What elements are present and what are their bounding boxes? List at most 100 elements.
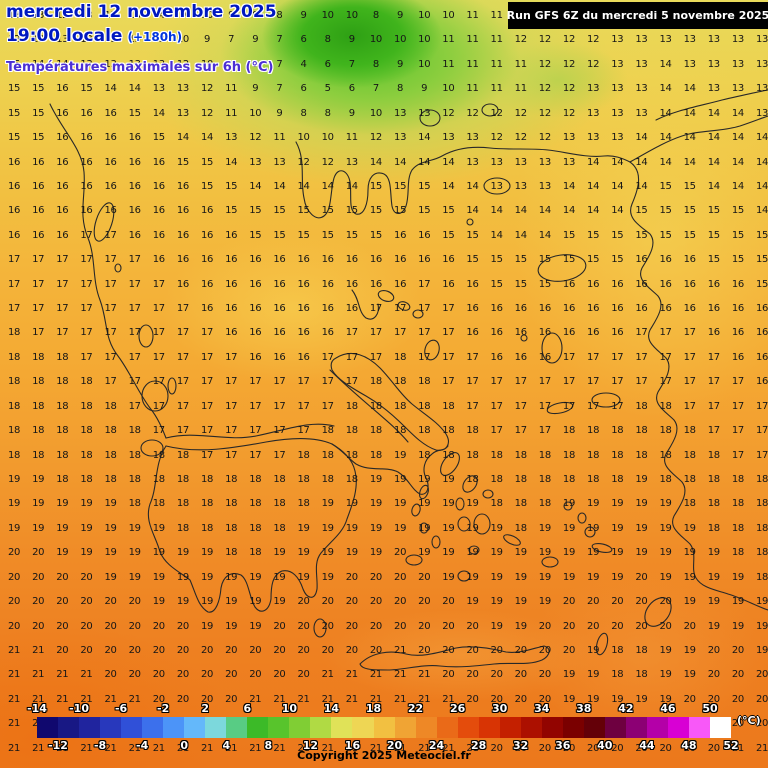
temp-value: 20 — [514, 693, 527, 705]
temp-value: 21 — [273, 742, 286, 754]
temp-value: 13 — [32, 34, 45, 46]
temp-value: 16 — [200, 303, 214, 315]
temp-value: 16 — [297, 278, 310, 290]
temp-value: 17 — [176, 425, 189, 437]
temp-value: 19 — [32, 522, 45, 534]
temp-value: 19 — [7, 473, 21, 485]
temp-value: 17 — [587, 400, 600, 412]
temp-value: 17 — [369, 327, 382, 339]
island — [406, 555, 422, 565]
temp-value: 13 — [490, 180, 503, 192]
temp-value: 17 — [176, 327, 189, 339]
temp-value: 18 — [32, 425, 45, 437]
temp-value: 17 — [128, 376, 141, 388]
temp-value: 16 — [321, 303, 334, 315]
temp-value: 18 — [80, 425, 93, 437]
temp-value: 17 — [635, 327, 648, 339]
temp-value: 12 — [225, 58, 238, 70]
temp-value: 20 — [297, 620, 310, 632]
temp-value: 11 — [442, 58, 455, 70]
temp-value: 21 — [56, 742, 69, 754]
temp-value: 13 — [635, 107, 648, 119]
temp-value: 14 — [659, 83, 672, 95]
temp-value: 10 — [249, 107, 262, 119]
temp-value: 20 — [562, 718, 576, 730]
temp-value: 15 — [442, 205, 455, 217]
temp-value: 13 — [562, 132, 576, 144]
temp-value: 20 — [225, 693, 238, 705]
island — [536, 252, 587, 284]
temp-value: 19 — [7, 498, 21, 510]
temp-value: 16 — [56, 132, 69, 144]
temp-value: 18 — [611, 669, 624, 681]
temp-value: 18 — [225, 473, 238, 485]
temp-value: 18 — [56, 425, 69, 437]
temp-value: 19 — [32, 498, 45, 510]
temp-value: 6 — [300, 34, 307, 46]
temp-value: 15 — [442, 229, 455, 241]
temp-value: 19 — [659, 644, 672, 656]
temp-value: 17 — [755, 425, 768, 437]
temp-value: 17 — [7, 303, 21, 315]
coastline-path — [330, 370, 408, 442]
temp-value: 19 — [442, 571, 455, 583]
temp-value: 9 — [421, 83, 428, 95]
temp-value: 17 — [707, 351, 720, 363]
temp-value: 20 — [128, 620, 141, 632]
temp-value: 15 — [635, 205, 648, 217]
temp-value: 17 — [104, 303, 117, 315]
temp-value: 19 — [104, 571, 117, 583]
temp-value: 17 — [128, 303, 141, 315]
temp-value: 17 — [104, 254, 117, 266]
temp-value: 21 — [32, 644, 45, 656]
temp-value: 19 — [562, 693, 576, 705]
temp-value: 15 — [345, 229, 358, 241]
coastline-path — [630, 162, 768, 610]
temp-value: 16 — [32, 156, 45, 168]
temp-value: 13 — [611, 58, 624, 70]
temp-value: 18 — [514, 522, 527, 534]
run-info-box: Run GFS 6Z du mercredi 5 novembre 2025 — [507, 2, 768, 29]
temp-value: 12 — [538, 58, 551, 70]
island — [546, 400, 574, 415]
temp-value: 20 — [587, 742, 600, 754]
temp-value: 16 — [321, 278, 334, 290]
temp-value: 16 — [394, 278, 407, 290]
copyright: Copyright 2025 Meteociel.fr — [297, 749, 471, 762]
temp-value: 15 — [249, 229, 262, 241]
temp-value: 17 — [442, 327, 455, 339]
temp-value: 16 — [755, 351, 768, 363]
temp-value: 17 — [297, 425, 310, 437]
temp-value: 20 — [200, 718, 214, 730]
temp-value: 17 — [442, 376, 455, 388]
island — [432, 536, 440, 548]
temp-value: 14 — [514, 205, 527, 217]
temp-value: 20 — [225, 669, 238, 681]
temp-value: 9 — [300, 10, 307, 21]
coastline-path — [352, 290, 378, 319]
temp-value: 20 — [707, 718, 720, 730]
temp-value: 17 — [249, 449, 262, 461]
temp-value: 12 — [587, 34, 600, 46]
temp-value: 15 — [683, 180, 696, 192]
temp-value: 13 — [104, 10, 117, 21]
temp-value: 14 — [442, 180, 455, 192]
temp-value: 19 — [80, 522, 93, 534]
temp-value: 19 — [755, 620, 768, 632]
temp-value: 19 — [152, 571, 165, 583]
island — [639, 593, 676, 632]
temp-value: 17 — [273, 376, 286, 388]
temp-value: 17 — [80, 327, 93, 339]
temp-value: 19 — [225, 620, 238, 632]
temp-value: 20 — [321, 596, 334, 608]
temp-value: 18 — [635, 400, 648, 412]
temp-value: 18 — [56, 400, 69, 412]
temp-value: 19 — [490, 547, 503, 559]
temp-value: 19 — [635, 522, 648, 534]
temp-value: 15 — [7, 58, 21, 70]
temp-value: 16 — [635, 254, 648, 266]
temp-value: 20 — [249, 644, 262, 656]
temp-value: 18 — [442, 400, 455, 412]
temp-value: 18 — [32, 449, 45, 461]
temp-value: 21 — [442, 742, 455, 754]
